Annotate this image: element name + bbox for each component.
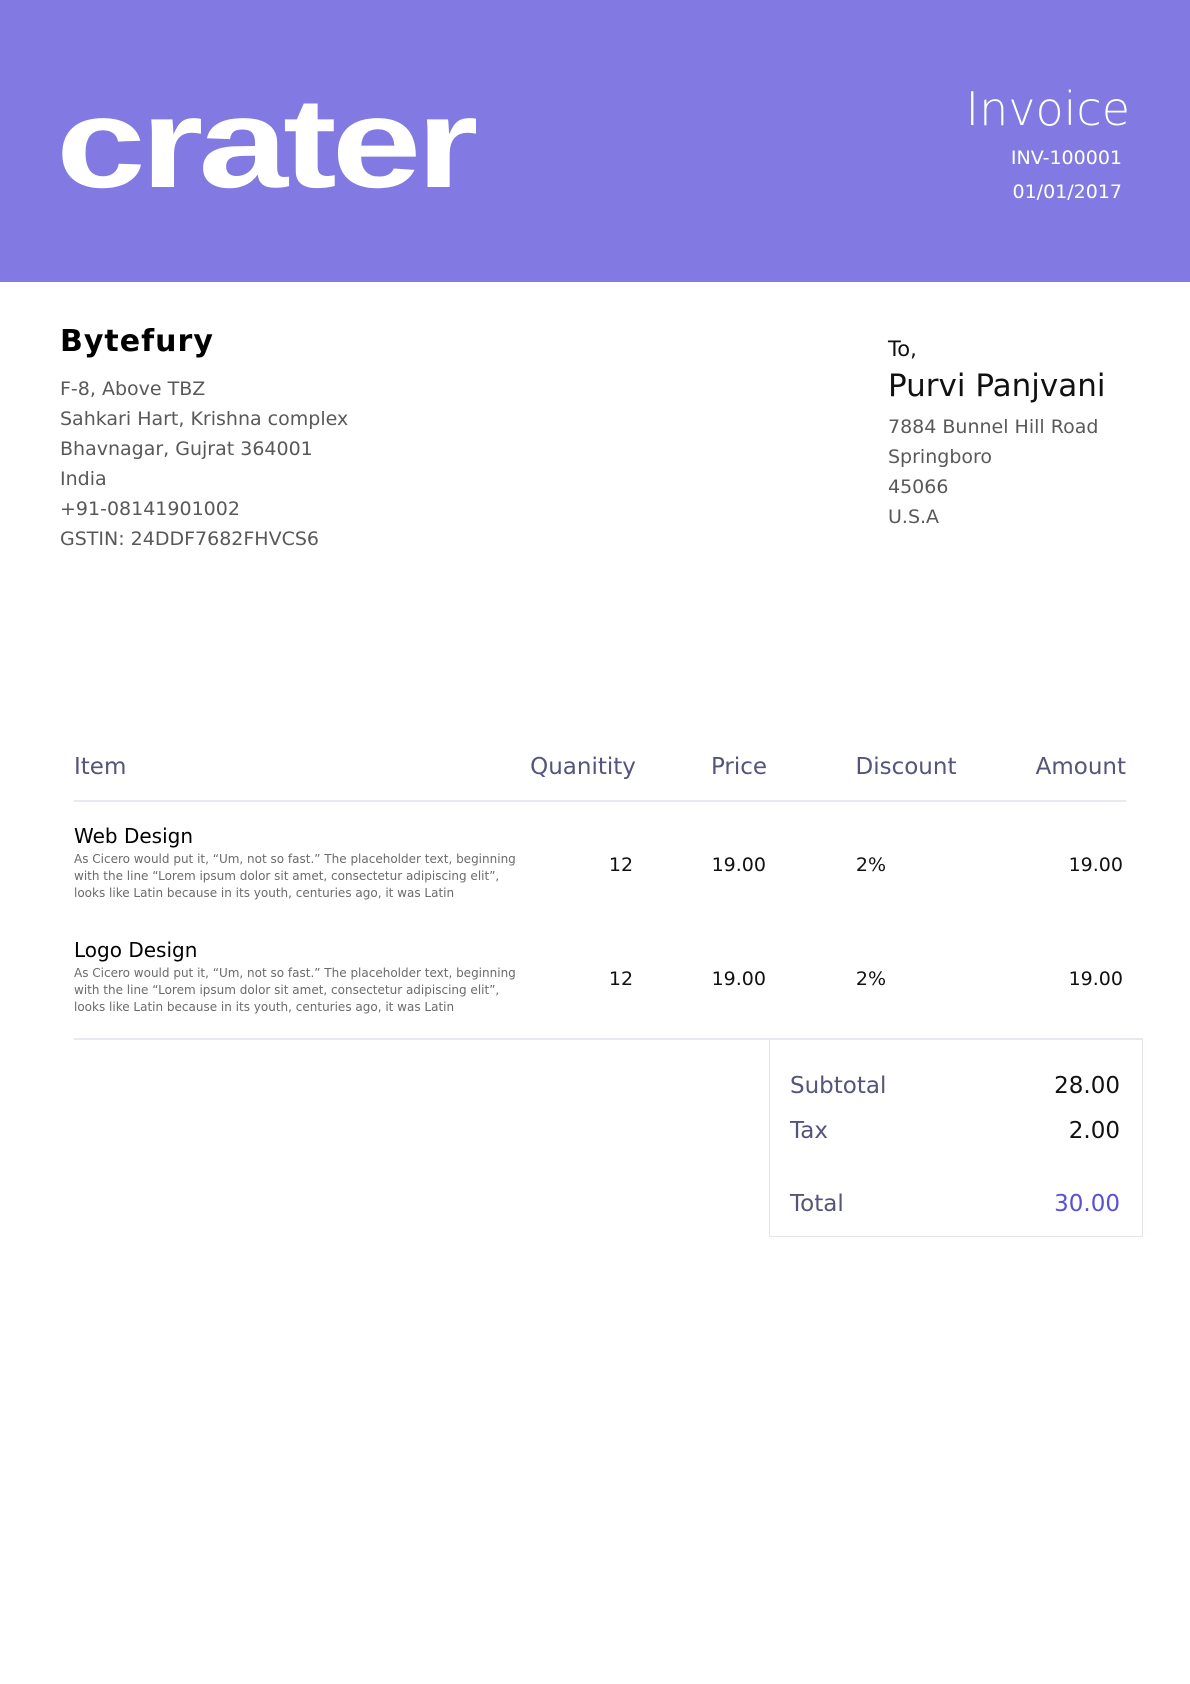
item-quantity: 12 — [608, 854, 634, 876]
item-description: As Cicero would put it, “Um, not so fast… — [74, 966, 516, 1014]
item-description: As Cicero would put it, “Um, not so fast… — [74, 852, 516, 900]
item-name: Logo Design — [74, 938, 198, 962]
item-price: 19.00 — [711, 854, 766, 876]
crater-logo: crater — [56, 85, 476, 195]
customer-address-line: Springboro — [888, 446, 993, 468]
column-header-discount: Discount — [855, 754, 957, 780]
subtotal-label: Subtotal — [790, 1073, 887, 1099]
invoice-date: 01/01/2017 — [1012, 181, 1122, 203]
item-amount: 19.00 — [1068, 854, 1123, 876]
svg-text:crater: crater — [56, 85, 476, 195]
item-amount: 19.00 — [1068, 968, 1123, 990]
company-address-line: Sahkari Hart, Krishna complex — [60, 408, 349, 430]
total-value: 30.00 — [1054, 1191, 1120, 1217]
header-divider — [74, 800, 1126, 802]
column-header-price: Price — [710, 754, 768, 780]
column-header-item: Item — [74, 754, 127, 780]
total-label: Total — [790, 1191, 844, 1217]
customer-address-line: U.S.A — [888, 506, 940, 528]
column-header-amount: Amount — [1035, 754, 1126, 780]
item-name: Web Design — [74, 824, 194, 848]
company-name: Bytefury — [60, 324, 214, 359]
customer-name: Purvi Panjvani — [888, 368, 1106, 404]
customer-address-line: 45066 — [888, 476, 949, 498]
item-quantity: 12 — [608, 968, 634, 990]
item-discount: 2% — [855, 854, 887, 876]
subtotal-value: 28.00 — [1054, 1073, 1120, 1099]
company-address-line: F-8, Above TBZ — [60, 378, 206, 400]
tax-value: 2.00 — [1068, 1118, 1120, 1144]
item-price: 19.00 — [711, 968, 766, 990]
company-gstin: GSTIN: 24DDF7682FHVCS6 — [60, 528, 319, 550]
totals-box — [769, 1039, 1143, 1237]
company-country: India — [60, 468, 107, 490]
item-discount: 2% — [855, 968, 887, 990]
table-bottom-divider — [74, 1038, 1143, 1040]
company-address-line: Bhavnagar, Gujrat 364001 — [60, 438, 313, 460]
invoice-header: crater Invoice INV-100001 01/01/2017 — [0, 0, 1190, 282]
company-phone: +91-08141901002 — [60, 498, 240, 520]
bill-to-label: To, — [888, 337, 917, 361]
tax-label: Tax — [790, 1118, 828, 1144]
column-header-quantity: Quanitity — [530, 754, 636, 780]
invoice-title: Invoice — [965, 82, 1130, 136]
customer-address-line: 7884 Bunnel Hill Road — [888, 416, 1099, 438]
invoice-number: INV-100001 — [1010, 147, 1122, 169]
